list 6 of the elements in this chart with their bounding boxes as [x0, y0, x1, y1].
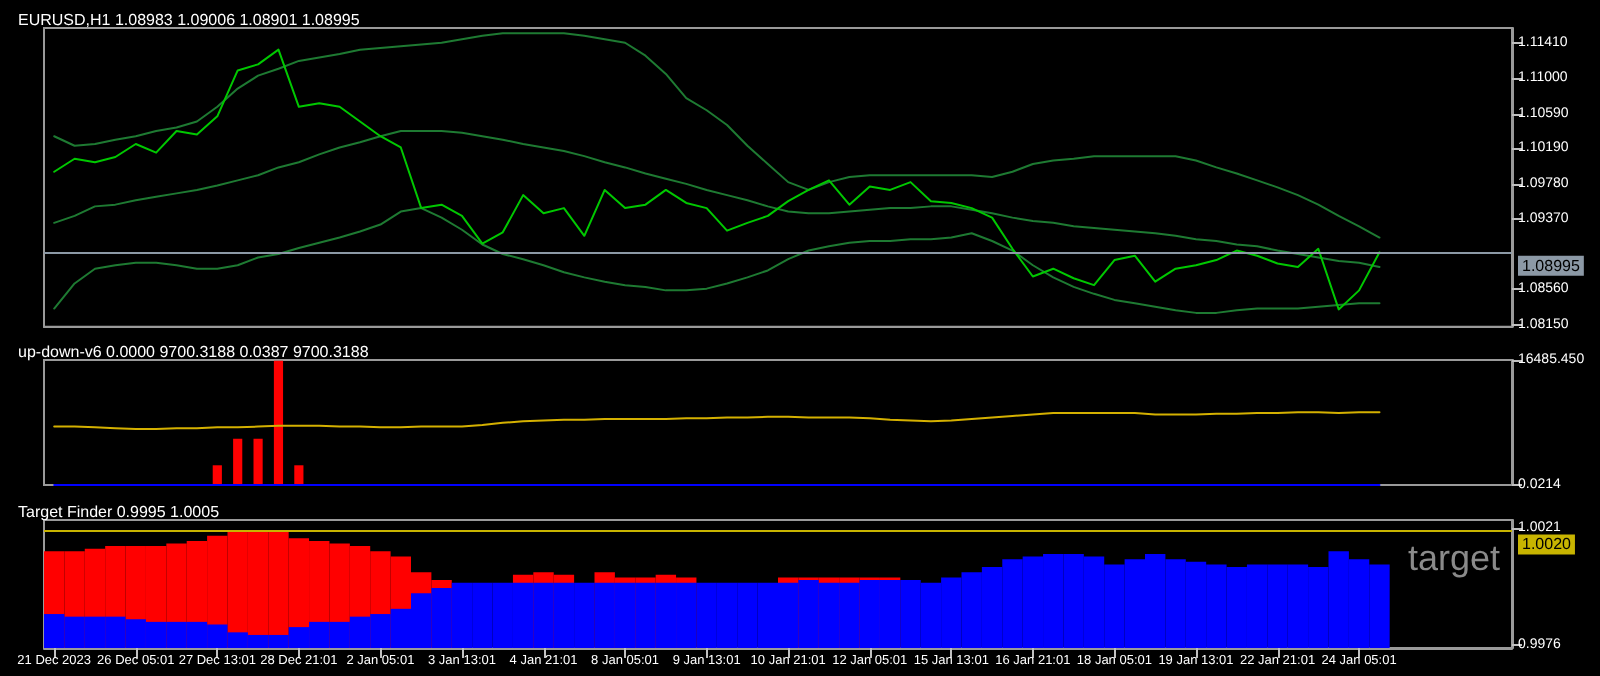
ref-line-label: 1.08995: [1522, 256, 1581, 275]
ref-line-label: 1.0020: [1522, 535, 1573, 554]
chart-title: up-down-v6 0.0000 9700.3188 0.0387 9700.3188: [18, 343, 370, 361]
chart-title: EURUSD,H1 1.08983 1.09006 1.08901 1.08995: [18, 11, 361, 29]
annotation: target: [1407, 538, 1501, 578]
chart-title: Target Finder 0.9995 1.0005: [18, 503, 221, 521]
